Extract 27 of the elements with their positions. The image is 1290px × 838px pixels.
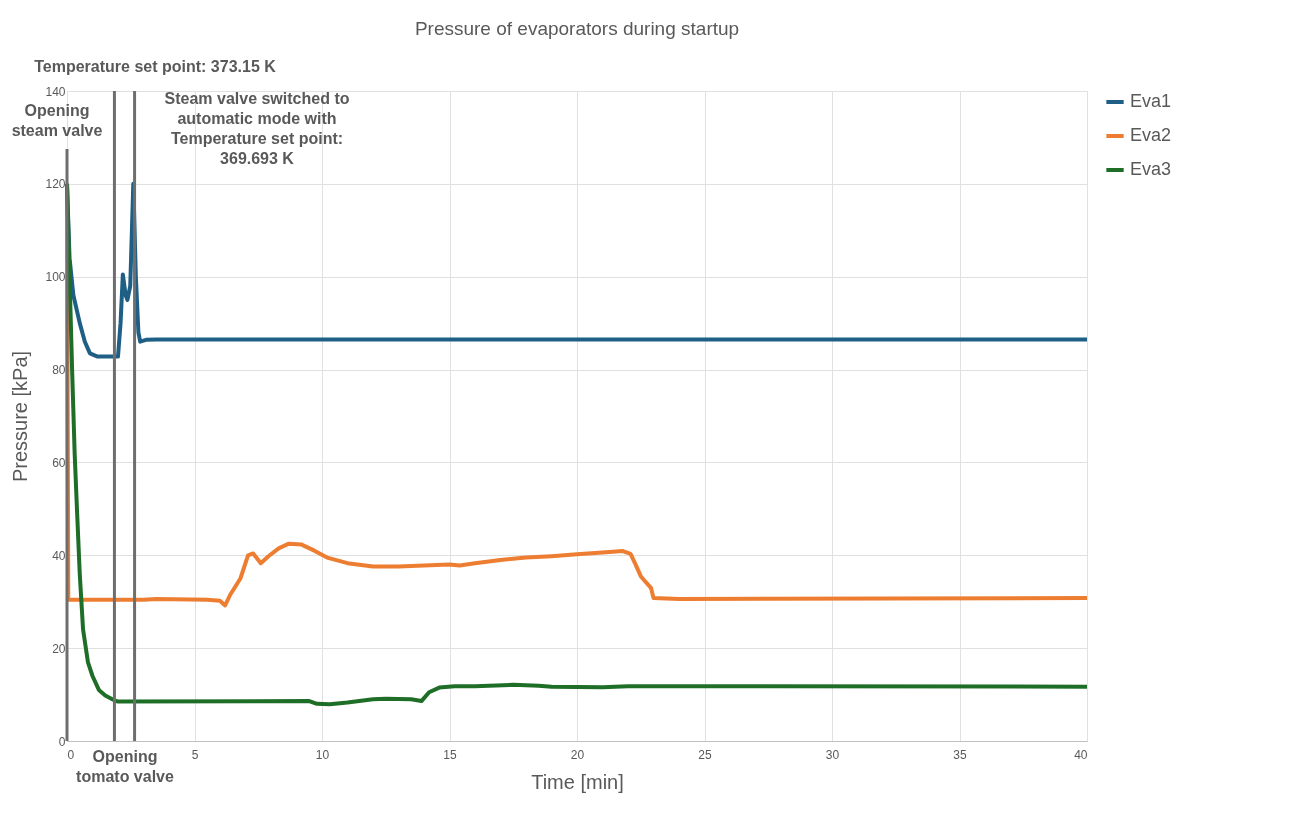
text: Opening tomato valve (76, 748, 175, 785)
y-tick-label: 140 (45, 84, 66, 99)
x-tick-label: 35 (953, 747, 967, 762)
legend-label: Eva2 (1130, 125, 1172, 145)
x-tick-label: 20 (570, 747, 585, 762)
y-tick-label: 100 (45, 270, 66, 285)
legend-label: Eva1 (1130, 91, 1172, 111)
annotation: Steam valve switched to automatic mode with Temperature set point: 369.693 K (164, 90, 350, 167)
chart-title: Pressure of evaporators during startup (414, 18, 740, 39)
ref-line-label: Opening steam valve (11, 102, 103, 139)
legend-label: Eva3 (1130, 159, 1172, 179)
text: Temperature set point: 373.15 K (34, 58, 277, 75)
y-tick-label: 20 (52, 641, 66, 656)
x-tick-label: 40 (1074, 747, 1088, 762)
y-tick-label: 120 (45, 177, 66, 192)
y-tick-label: 40 (52, 548, 66, 563)
x-tick-label: 30 (825, 747, 840, 762)
y-axis-title: Pressure [kPa] (9, 350, 32, 483)
x-tick-label: 5 (191, 747, 199, 762)
y-tick-label: 0 (58, 734, 66, 749)
x-tick-label: 15 (443, 747, 457, 762)
x-tick-label: 25 (698, 747, 712, 762)
x-axis-title: Time [min] (531, 770, 624, 793)
y-tick-label: 80 (52, 363, 66, 378)
line-series (65, 181, 1089, 707)
y-tick-label: 60 (52, 455, 66, 470)
x-tick-label: 10 (315, 747, 330, 762)
